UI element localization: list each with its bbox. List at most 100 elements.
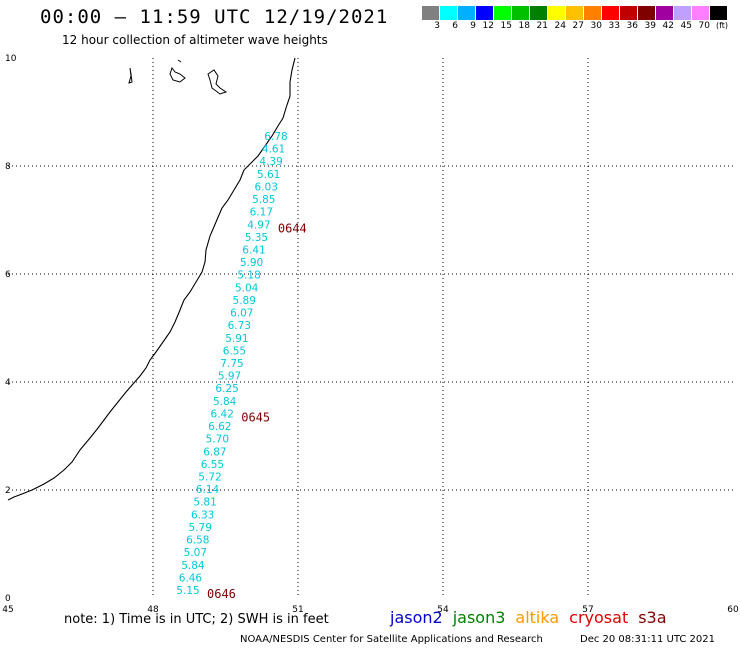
wave-height-value: 6.55: [223, 345, 246, 357]
wave-height-value: 5.04: [235, 282, 259, 294]
legend-swatch: [476, 6, 494, 20]
y-tick-label: 0: [5, 594, 11, 604]
y-tick-label: 2: [5, 486, 11, 496]
wave-height-value: 6.62: [208, 421, 231, 433]
wave-height-value: 6.87: [203, 446, 226, 458]
legend-label: 18: [518, 21, 530, 31]
wave-height-value: 5.85: [252, 194, 275, 206]
legend-label: 24: [554, 21, 566, 31]
time-label: 0644: [278, 221, 307, 235]
x-tick-label: 57: [582, 605, 593, 615]
color-legend: [422, 6, 728, 20]
wave-height-value: 5.07: [184, 547, 207, 559]
wave-height-value: 5.35: [245, 232, 268, 244]
legend-swatch: [692, 6, 710, 20]
legend-swatch: [548, 6, 566, 20]
satellite-cryosat: cryosat: [569, 608, 629, 627]
satellite-jason3: jason3: [452, 608, 506, 627]
wave-height-value: 5.79: [189, 522, 212, 534]
map-title: 00:00 – 11:59 UTC 12/19/2021: [40, 6, 389, 28]
x-tick-label: 51: [292, 605, 303, 615]
footer-credit: NOAA/NESDIS Center for Satellite Applica…: [240, 634, 543, 645]
wave-height-value: 6.42: [211, 408, 234, 420]
legend-label: 27: [572, 21, 584, 31]
satellite-altika: altika: [515, 608, 560, 627]
wave-height-value: 6.46: [179, 572, 203, 584]
axis-ticks: 45 48 51 54 57 60 0 2 4 6 8 10: [2, 54, 739, 615]
wave-height-value: 5.72: [198, 472, 221, 484]
island-3: [207, 69, 228, 95]
legend-swatch: [602, 6, 620, 20]
y-tick-label: 6: [5, 270, 11, 280]
y-tick-label: 8: [5, 162, 11, 172]
wave-height-value: 5.15: [176, 585, 199, 597]
x-tick-label: 54: [437, 605, 449, 615]
satellite-legend: jason2 jason3 altika cryosat s3a: [390, 608, 667, 627]
wave-height-value: 5.84: [181, 560, 205, 572]
wave-height-value: 5.70: [206, 434, 229, 446]
legend-swatch: [638, 6, 656, 20]
legend-swatch: [710, 6, 728, 20]
legend-swatch: [512, 6, 530, 20]
legend-unit: (ft): [716, 21, 729, 30]
x-tick-label: 45: [2, 605, 13, 615]
legend-label: 39: [644, 21, 656, 31]
wave-height-value: 7.75: [220, 358, 243, 370]
legend-label: 70: [698, 21, 710, 31]
legend-swatch: [566, 6, 584, 20]
wave-height-value: 6.25: [215, 383, 238, 395]
satellite-s3a: s3a: [638, 608, 667, 627]
legend-swatch: [656, 6, 674, 20]
legend-label: 15: [500, 21, 512, 31]
wave-height-value: 5.81: [193, 497, 216, 509]
legend-label: 42: [662, 21, 674, 31]
wave-height-value: 5.61: [257, 169, 280, 181]
satellite-track: 6.784.614.395.616.035.856.174.975.356.41…: [176, 131, 306, 601]
legend-swatch: [620, 6, 638, 20]
legend-label: 30: [590, 21, 602, 31]
legend-swatch: [494, 6, 512, 20]
legend-label: 21: [536, 21, 548, 31]
legend-label: 12: [482, 21, 494, 31]
legend-label: 3: [434, 21, 440, 31]
legend-label: 36: [626, 21, 638, 31]
wave-height-value: 6.41: [242, 245, 265, 257]
legend-swatch: [458, 6, 476, 20]
wave-height-value: 6.73: [228, 320, 251, 332]
legend-label: 6: [452, 21, 458, 31]
legend-swatch: [530, 6, 548, 20]
map-subtitle: 12 hour collection of altimeter wave hei…: [62, 33, 328, 47]
time-label: 0645: [241, 410, 270, 424]
wave-height-value: 5.90: [240, 257, 263, 269]
legend-label: 9: [470, 21, 476, 31]
legend-label: 33: [608, 21, 620, 31]
wave-height-value: 5.91: [225, 333, 248, 345]
legend-swatch: [440, 6, 458, 20]
wave-height-value: 5.89: [233, 295, 256, 307]
wave-height-value: 6.07: [230, 308, 253, 320]
x-tick-label: 60: [727, 605, 739, 615]
satellite-jason2: jason2: [390, 608, 443, 627]
legend-swatch: [584, 6, 602, 20]
wave-height-value: 5.18: [237, 270, 260, 282]
footer-timestamp: Dec 20 08:31:11 UTC 2021: [580, 634, 715, 645]
legend-swatch: [422, 6, 440, 20]
time-label: 0646: [207, 587, 236, 601]
island-2: [169, 59, 186, 83]
wave-height-value: 4.97: [247, 219, 270, 231]
wave-height-value: 6.55: [201, 459, 224, 471]
legend-label: 45: [680, 21, 692, 31]
wave-height-value: 6.33: [191, 509, 214, 521]
grid-lines: [8, 58, 735, 598]
wave-height-value: 5.84: [213, 396, 237, 408]
island-1: [128, 67, 133, 84]
x-tick-label: 48: [147, 605, 159, 615]
wave-height-value: 6.78: [264, 131, 287, 143]
wave-height-value: 5.97: [218, 371, 241, 383]
wave-height-value: 4.39: [259, 156, 282, 168]
map-note: note: 1) Time is in UTC; 2) SWH is in fe…: [64, 612, 329, 627]
coastline: [7, 57, 296, 501]
y-tick-label: 4: [5, 378, 11, 388]
wave-height-value: 6.14: [196, 484, 220, 496]
